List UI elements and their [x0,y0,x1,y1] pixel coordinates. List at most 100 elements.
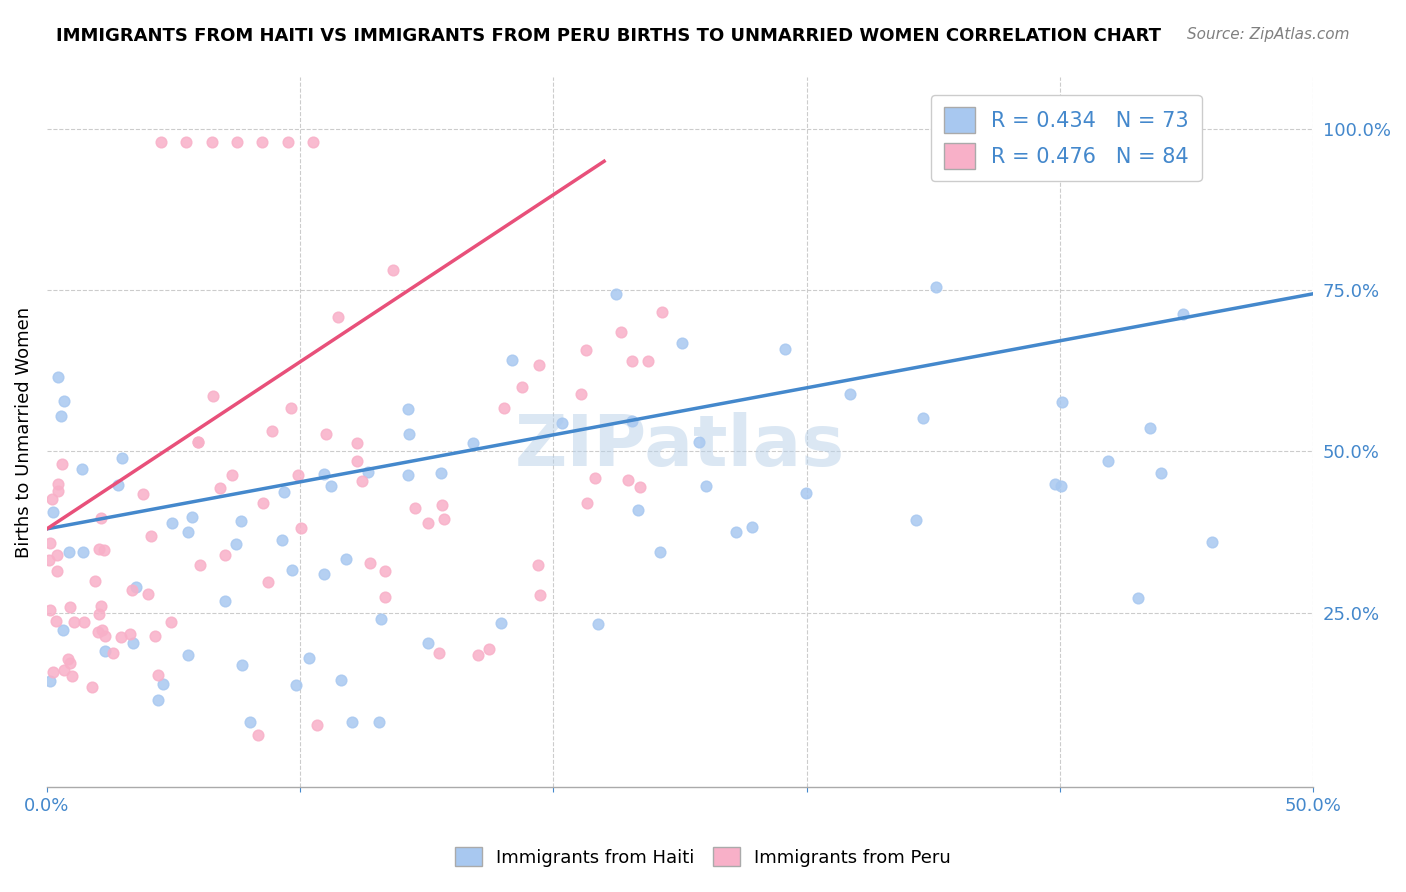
Point [1150,466,1173,480]
Point [648,545,671,559]
Point [280,563,302,577]
Point [330,673,353,687]
Point [93,543,115,558]
Point [84,574,107,588]
Point [58,545,80,559]
Point [143,629,166,643]
Point [111,451,134,466]
Point [1175,141,1198,155]
Point [307,718,329,732]
Point [396,401,419,416]
Point [87,624,110,639]
Point [225,135,247,149]
Point [276,135,298,149]
Point [257,574,280,589]
Point [1097,454,1119,468]
Point [688,435,710,450]
Point [373,564,395,578]
Point [617,473,640,487]
Point [58,652,80,666]
Point [131,487,153,501]
Y-axis label: Births to Unmarried Women: Births to Unmarried Women [15,307,32,558]
Point [46,564,69,578]
Point [45,548,67,562]
Point [94,629,117,643]
Point [342,715,364,730]
Legend: R = 0.434   N = 73, R = 0.476   N = 84: R = 0.434 N = 73, R = 0.476 N = 84 [931,95,1202,181]
Point [38,552,60,566]
Point [551,416,574,430]
Point [280,401,302,415]
Point [1171,307,1194,321]
Point [42,665,65,680]
Point [346,436,368,450]
Point [39,603,62,617]
Point [1043,476,1066,491]
Point [575,343,598,358]
Point [773,342,796,356]
Point [221,468,243,483]
Point [1050,395,1073,409]
Point [416,516,439,530]
Point [352,474,374,488]
Point [285,677,308,691]
Point [1139,421,1161,435]
Point [46,484,69,499]
Point [396,467,419,482]
Point [152,677,174,691]
Point [621,353,644,368]
Point [287,468,309,483]
Point [671,335,693,350]
Point [359,556,381,570]
Point [312,467,335,481]
Point [925,280,948,294]
Point [576,496,599,510]
Point [87,607,110,621]
Point [177,525,200,540]
Point [62,615,84,629]
Point [190,558,212,573]
Point [290,521,312,535]
Point [1201,534,1223,549]
Point [741,520,763,534]
Point [628,480,651,494]
Point [569,387,592,401]
Point [160,615,183,629]
Point [427,646,450,660]
Point [260,425,283,439]
Point [433,512,456,526]
Point [120,627,142,641]
Point [231,658,253,673]
Point [621,414,644,428]
Point [838,387,860,401]
Point [398,427,420,442]
Point [52,394,75,409]
Point [298,650,321,665]
Text: Source: ZipAtlas.com: Source: ZipAtlas.com [1187,27,1350,42]
Point [42,505,65,519]
Point [478,642,501,657]
Point [271,533,294,547]
Point [314,566,336,581]
Point [725,524,748,539]
Point [335,551,357,566]
Point [510,380,533,394]
Point [583,471,606,485]
Point [73,615,96,630]
Point [59,656,82,670]
Point [605,286,627,301]
Legend: Immigrants from Haiti, Immigrants from Peru: Immigrants from Haiti, Immigrants from P… [447,840,959,874]
Point [586,617,609,632]
Point [176,648,198,663]
Point [911,411,934,425]
Point [252,495,274,509]
Point [46,476,69,491]
Point [107,477,129,491]
Point [904,513,927,527]
Point [321,479,343,493]
Point [326,310,349,325]
Point [695,478,717,492]
Point [52,663,75,677]
Point [494,401,516,415]
Point [202,389,225,403]
